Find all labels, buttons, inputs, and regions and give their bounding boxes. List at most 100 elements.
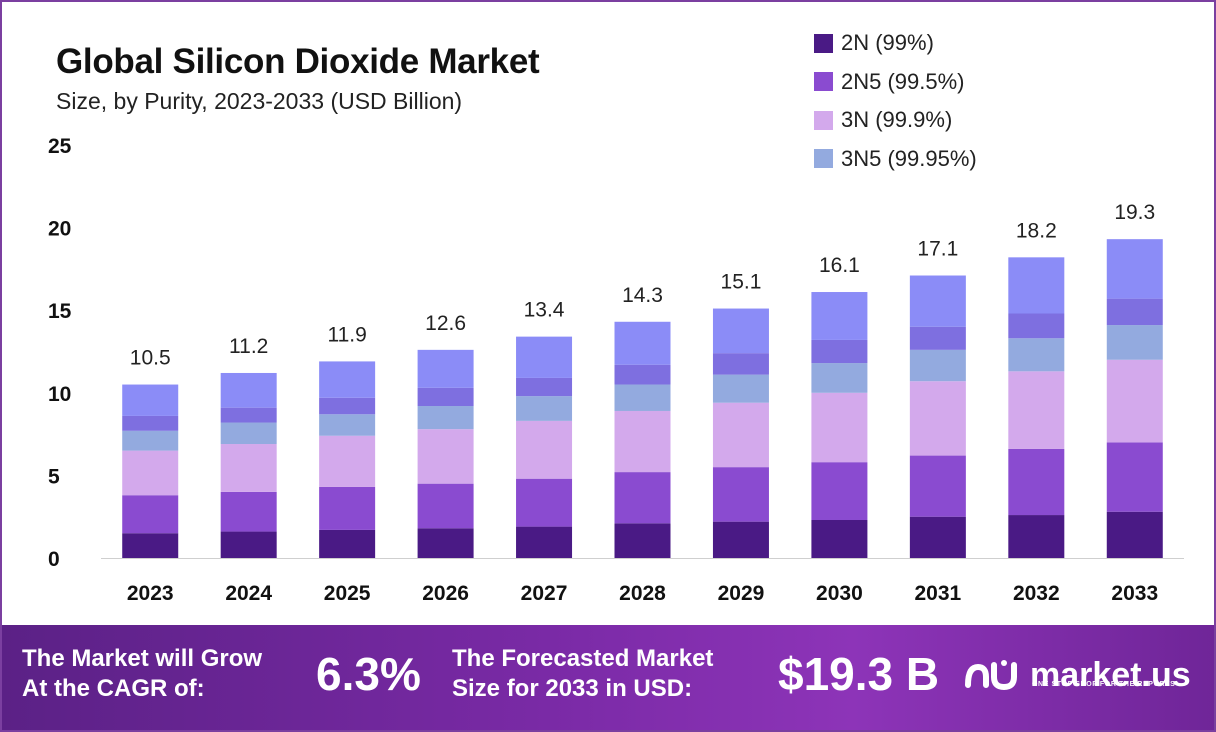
bar-segment <box>614 364 671 385</box>
bar-segment <box>811 462 868 521</box>
bar-total-label: 15.1 <box>721 271 762 294</box>
bar-segment <box>909 516 966 558</box>
y-tick-label: 5 <box>48 465 60 488</box>
x-tick-label: 2030 <box>816 582 863 605</box>
bar-segment <box>811 520 868 558</box>
bar-segment <box>417 483 474 529</box>
bar-segment <box>122 533 179 558</box>
bar-segment <box>909 275 966 327</box>
cagr-label-line2: At the CAGR of: <box>22 675 205 702</box>
bar-segment <box>220 444 277 492</box>
bar-segment <box>1008 371 1065 449</box>
bar-segment <box>319 486 376 530</box>
bar-segment <box>712 521 769 558</box>
bar-segment <box>319 414 376 436</box>
x-tick-label: 2025 <box>324 582 371 605</box>
bar-segment <box>220 407 277 423</box>
bar-segment <box>319 397 376 415</box>
bar-segment <box>516 336 573 378</box>
legend-label: 2N5 (99.5%) <box>841 68 965 94</box>
legend-item: 3N5 (99.95%) <box>814 140 977 179</box>
x-tick-label: 2024 <box>225 582 272 605</box>
legend-swatch <box>814 72 833 92</box>
forecast-label: The Forecasted Market Size for 2033 in U… <box>452 644 713 704</box>
legend-swatch <box>814 33 833 53</box>
bar-segment <box>712 402 769 468</box>
x-tick-label: 2028 <box>619 582 666 605</box>
bar-total-label: 14.3 <box>622 284 663 307</box>
bar-segment <box>417 349 474 388</box>
brand-tagline: ONE STOP SHOP FOR THE REPORTS <box>1032 681 1176 688</box>
bar-segment <box>417 406 474 430</box>
bar-segment <box>712 308 769 354</box>
bar-segment <box>516 478 573 527</box>
bar-segment <box>811 363 868 393</box>
bar-total-label: 16.1 <box>819 254 860 277</box>
bar-segment <box>319 361 376 398</box>
bar-segment <box>1008 338 1065 372</box>
bar-segment <box>614 410 671 473</box>
brand-logo: market.us <box>964 655 1191 695</box>
bar-segment <box>1106 359 1163 443</box>
chart-subtitle: Size, by Purity, 2023-2033 (USD Billion) <box>56 88 463 114</box>
bar-segment <box>1106 239 1163 299</box>
chart-title: Global Silicon Dioxide Market <box>56 42 540 81</box>
forecast-label-line1: The Forecasted Market <box>452 645 714 672</box>
bar-total-label: 11.9 <box>327 323 366 346</box>
bar-segment <box>1008 448 1065 516</box>
bar-segment <box>909 349 966 382</box>
bar-total-label: 18.2 <box>1016 219 1057 242</box>
bar-segment <box>417 387 474 407</box>
bar-segment <box>1106 325 1163 360</box>
legend: 2N (99%) 2N5 (99.5%) 3N (99.9%) 3N5 (99.… <box>814 24 977 178</box>
cagr-value: 6.3% <box>316 648 421 700</box>
y-tick-label: 25 <box>48 135 72 158</box>
legend-swatch <box>814 110 833 130</box>
legend-label: 3N (99.9%) <box>841 107 953 133</box>
bar-segment <box>122 430 179 451</box>
legend-item: 3N (99.9%) <box>814 101 977 140</box>
bar-segment <box>220 531 277 558</box>
bar-segment <box>417 528 474 558</box>
bar-segment <box>712 467 769 522</box>
bar-segment <box>909 455 966 517</box>
market-us-logo-icon <box>965 660 1017 691</box>
bar-segment <box>614 321 671 365</box>
y-tick-label: 10 <box>48 383 71 406</box>
bar-segment <box>614 384 671 411</box>
bar-segment <box>614 523 671 558</box>
bar-segment <box>516 526 573 558</box>
brand-name: market.us <box>1030 656 1191 694</box>
bar-segment <box>1008 313 1065 339</box>
forecast-label-line2: Size for 2033 in USD: <box>452 675 693 702</box>
x-tick-label: 2029 <box>718 582 765 605</box>
x-tick-label: 2033 <box>1111 582 1158 605</box>
y-tick-label: 20 <box>48 218 71 241</box>
bar-segment <box>319 435 376 487</box>
bar-segment <box>122 415 179 431</box>
bar-segment <box>220 372 277 408</box>
bar-total-label: 10.5 <box>130 347 171 370</box>
legend-item: 2N (99%) <box>814 24 977 63</box>
bar-segment <box>1008 515 1065 558</box>
bar-segment <box>516 420 573 479</box>
legend-swatch <box>814 149 833 169</box>
y-tick-label: 0 <box>48 548 60 571</box>
bar-segment <box>909 326 966 350</box>
bar-segment <box>122 495 179 534</box>
y-tick-label: 15 <box>48 300 72 323</box>
bar-segment <box>811 392 868 463</box>
legend-label: 2N (99%) <box>841 30 934 56</box>
bar-segment <box>811 339 868 364</box>
summary-banner: The Market will Grow At the CAGR of: 6.3… <box>2 625 1214 730</box>
legend-label: 3N5 (99.95%) <box>841 145 977 171</box>
bar-segment <box>516 396 573 421</box>
bar-segment <box>220 422 277 445</box>
bar-total-label: 17.1 <box>917 238 958 261</box>
bar-segment <box>516 377 573 397</box>
bar-total-label: 12.6 <box>425 312 466 335</box>
bar-segment <box>122 384 179 416</box>
x-tick-label: 2032 <box>1013 582 1060 605</box>
cagr-label-line1: The Market will Grow <box>22 645 263 672</box>
